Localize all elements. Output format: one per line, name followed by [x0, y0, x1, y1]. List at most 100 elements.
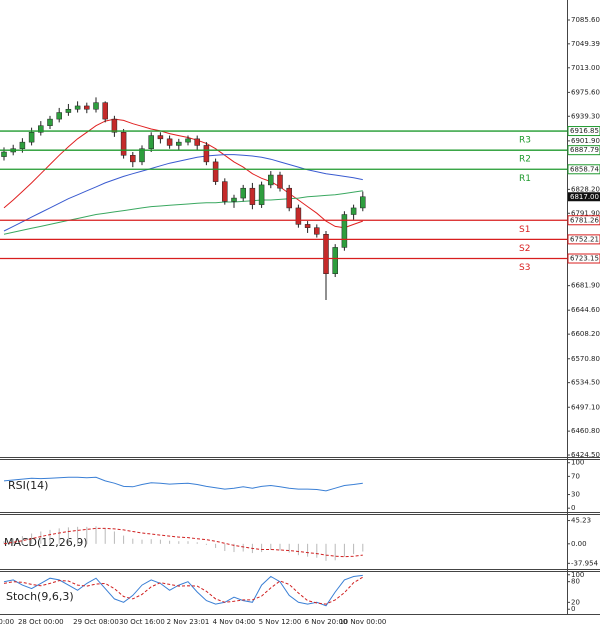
candle-body — [286, 187, 292, 209]
x-tick-label: 20:00 — [0, 618, 14, 626]
macd-bar — [169, 540, 171, 544]
level-value: 6723.15 — [570, 255, 599, 263]
y-tick-label: 6975.60 — [571, 88, 600, 96]
candle-body — [120, 132, 127, 156]
x-tick-label: 29 Oct 08:00 — [73, 618, 119, 626]
candle-body — [314, 227, 320, 235]
candle-body — [148, 135, 154, 149]
candle-body — [231, 197, 237, 202]
y-tick-label: 0 — [571, 605, 575, 613]
macd-bar — [86, 526, 88, 544]
macd-bar — [141, 539, 143, 544]
macd-bar — [150, 539, 152, 544]
y-tick-label: -37.954 — [571, 559, 599, 567]
indicator-line — [3, 154, 363, 232]
rsi-title: RSI(14) — [8, 479, 48, 492]
y-tick-label: 6460.80 — [571, 427, 600, 435]
candle-body — [304, 224, 311, 228]
y-tick-label: 7013.00 — [571, 64, 600, 72]
level-value: 6781.26 — [570, 216, 599, 224]
macd-bar — [67, 527, 69, 544]
y-tick-label: 6424.50 — [571, 451, 600, 459]
level-box — [567, 164, 600, 175]
macd-bar — [3, 541, 5, 544]
macd-bar — [334, 543, 336, 561]
macd-bar — [288, 543, 290, 553]
level-value: 6858.74 — [570, 165, 599, 173]
indicator-line — [3, 118, 363, 229]
macd-bar — [270, 543, 272, 550]
candle-body — [56, 112, 62, 120]
level-box — [567, 126, 600, 137]
candle-body — [176, 141, 182, 146]
candle-body — [258, 184, 265, 205]
macd-bar — [178, 541, 180, 544]
y-tick-label: 70 — [571, 472, 580, 480]
y-tick-label: 80 — [571, 578, 580, 586]
candle-body — [341, 214, 348, 248]
candle-body — [249, 187, 256, 205]
macd-bar — [233, 543, 235, 553]
y-tick-label: 6828.20 — [571, 185, 600, 193]
y-tick-label: 100 — [571, 459, 584, 467]
level-label: R3 — [519, 136, 531, 146]
macd-bar — [307, 543, 309, 557]
macd-bar — [187, 541, 189, 544]
level-value: 6887.79 — [570, 146, 599, 154]
y-tick-label: 6644.60 — [571, 306, 600, 314]
macd-bar — [49, 529, 51, 544]
y-tick-label: 45.23 — [571, 517, 591, 525]
macd-bar — [224, 543, 226, 552]
candle-body — [1, 151, 7, 157]
candle-body — [102, 102, 108, 120]
candle-body — [295, 207, 302, 225]
x-tick-label: 5 Nov 12:00 — [259, 618, 302, 626]
candle-body — [65, 108, 72, 113]
indicator-line — [3, 574, 363, 607]
macd-bar — [205, 543, 207, 545]
macd-bar — [95, 526, 97, 544]
candle-body — [277, 174, 283, 189]
candle-body — [38, 125, 44, 133]
macd-bar — [362, 543, 364, 552]
macd-bar — [132, 538, 134, 544]
candle-body — [268, 174, 274, 186]
macd-bar — [196, 542, 198, 544]
y-tick-label: 6534.50 — [571, 379, 600, 387]
macd-bar — [325, 543, 327, 561]
x-tick-label: 4 Nov 04:00 — [213, 618, 256, 626]
stoch-title: Stoch(9,6,3) — [6, 590, 74, 603]
candle-body — [19, 141, 26, 149]
level-box — [567, 145, 600, 156]
y-tick-label: 6681.90 — [571, 282, 600, 290]
candle-body — [157, 135, 164, 140]
indicator-line — [3, 576, 364, 605]
y-tick-label: 7085.60 — [571, 16, 600, 24]
level-value: 6916.85 — [570, 127, 599, 135]
candle-body — [323, 234, 329, 274]
last-price-box — [568, 192, 600, 202]
candle-body — [93, 102, 99, 110]
y-tick-label: 30 — [571, 491, 580, 499]
macd-bar — [215, 543, 217, 548]
macd-bar — [40, 531, 42, 544]
y-tick-label: 6570.80 — [571, 355, 600, 363]
y-tick-label: 6901.90 — [571, 137, 600, 145]
candle-body — [222, 181, 228, 202]
indicator-line — [3, 476, 363, 492]
level-label: R1 — [519, 174, 531, 184]
macd-bar — [58, 528, 60, 544]
macd-bar — [159, 539, 161, 544]
candle-body — [139, 148, 145, 163]
macd-bar — [242, 543, 244, 552]
macd-bar — [316, 543, 318, 558]
last-price-label: 6817.00 — [570, 193, 599, 201]
y-tick-label: 0.00 — [571, 540, 587, 548]
macd-bar — [353, 543, 355, 555]
y-tick-label: 6608.20 — [571, 330, 600, 338]
indicator-line — [3, 527, 363, 558]
macd-bar — [21, 536, 23, 544]
level-box — [567, 253, 600, 264]
level-label: R2 — [519, 155, 531, 165]
